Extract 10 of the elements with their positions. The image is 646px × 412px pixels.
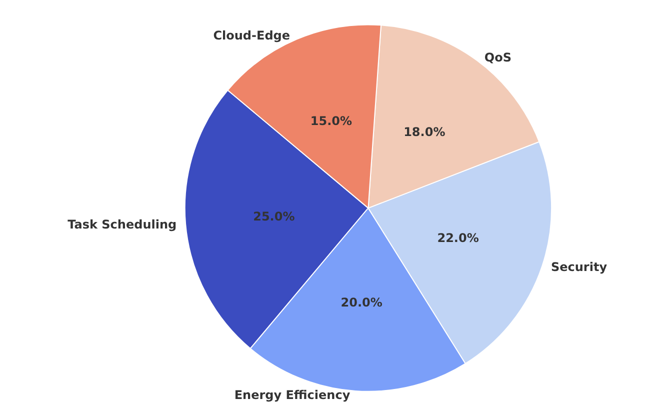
data-label: 18.0% — [404, 124, 446, 139]
slice-label: Cloud-Edge — [213, 28, 290, 43]
slice-label: Task Scheduling — [68, 217, 177, 232]
data-label: 22.0% — [437, 230, 479, 245]
slice-label: Security — [550, 260, 608, 274]
slice-label: QoS — [484, 50, 512, 64]
slice-label: Energy Efficiency — [234, 388, 350, 402]
data-label: 20.0% — [340, 296, 382, 310]
data-label: 15.0% — [310, 114, 352, 128]
data-label: 25.0% — [253, 209, 295, 224]
